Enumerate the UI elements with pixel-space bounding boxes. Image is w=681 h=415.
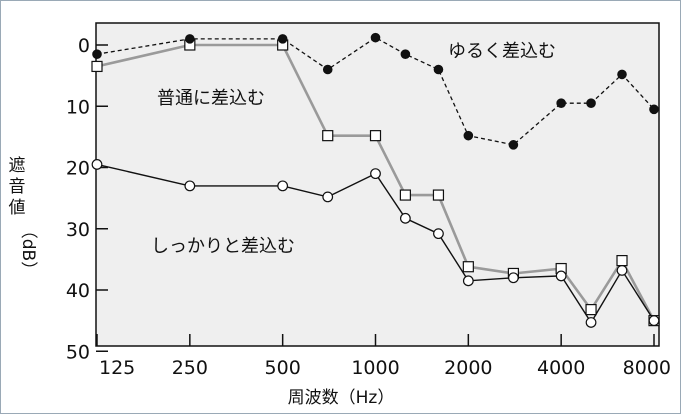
y-tick-label: 40: [66, 280, 90, 302]
y-tick-label: 20: [66, 158, 90, 180]
series-loose-point: [617, 69, 627, 80]
series-loose-point: [322, 64, 333, 75]
series-loose-point: [586, 98, 596, 108]
y-axis-label: 遮音値 （dB）: [9, 156, 39, 278]
y-tick-label: 30: [66, 219, 90, 241]
series-loose-point: [463, 130, 474, 141]
series-normal-point: [616, 255, 628, 267]
series-loose-point: [277, 34, 288, 44]
x-tick-label: 125: [99, 357, 135, 379]
series-loose-point: [370, 32, 381, 43]
series-firm-point: [322, 191, 334, 203]
series-loose-point: [400, 49, 411, 59]
series-firm-point: [507, 272, 519, 284]
series-firm-point: [462, 275, 474, 287]
series-loose-point: [649, 104, 659, 115]
series-loose-point: [433, 64, 444, 75]
series-firm-point: [399, 212, 411, 224]
series-normal-point: [91, 60, 103, 73]
series-firm-point: [370, 168, 381, 180]
series-firm-point: [648, 315, 660, 327]
x-tick-label: 500: [265, 357, 301, 379]
annotation-firm: しっかりと差込む: [151, 236, 295, 257]
series-markers: [91, 32, 660, 328]
y-tick-label: 50: [66, 341, 90, 363]
x-tick-label: 8000: [623, 357, 671, 379]
x-tick-label: 4000: [537, 357, 585, 379]
series-normal-point: [432, 189, 445, 201]
series-loose-point: [556, 98, 566, 108]
x-axis-label: 周波数（Hz）: [288, 388, 395, 408]
series-firm-point: [277, 180, 289, 192]
series-normal-point: [462, 261, 474, 273]
series-normal-point: [585, 304, 597, 316]
x-tick-label: 1000: [351, 357, 399, 379]
series-firm-point: [555, 270, 567, 282]
series-normal-point: [369, 130, 382, 142]
series-firm-point: [184, 180, 196, 192]
y-tick-label: 0: [78, 35, 90, 57]
y-tick-label: 10: [66, 96, 90, 118]
series-firm-point: [91, 159, 103, 170]
annotation-loose: ゆるく差込む: [448, 41, 556, 62]
y-axis-label-unit: （dB）: [18, 222, 38, 278]
series-loose-point: [185, 34, 195, 44]
annotation-normal: 普通に差込む: [157, 88, 265, 109]
axis-ticks: [96, 44, 655, 352]
series-loose-point: [508, 140, 519, 150]
x-tick-label: 2000: [444, 357, 492, 379]
series-normal-point: [399, 189, 411, 201]
series-firm-point: [433, 228, 444, 240]
x-tick-label: 250: [172, 357, 208, 379]
y-axis-label-char: 遮: [9, 156, 26, 176]
series-firm-point: [616, 265, 628, 276]
series-firm-point: [585, 317, 597, 328]
series-normal-point: [322, 130, 334, 142]
y-axis-label-char: 値: [9, 198, 26, 218]
y-axis-label-char: 音: [9, 177, 26, 197]
series-loose-point: [92, 49, 102, 59]
tick-labels: 0 10 20 30 40 50 125 250 500 1000 2000 4000 8000: [66, 35, 671, 379]
